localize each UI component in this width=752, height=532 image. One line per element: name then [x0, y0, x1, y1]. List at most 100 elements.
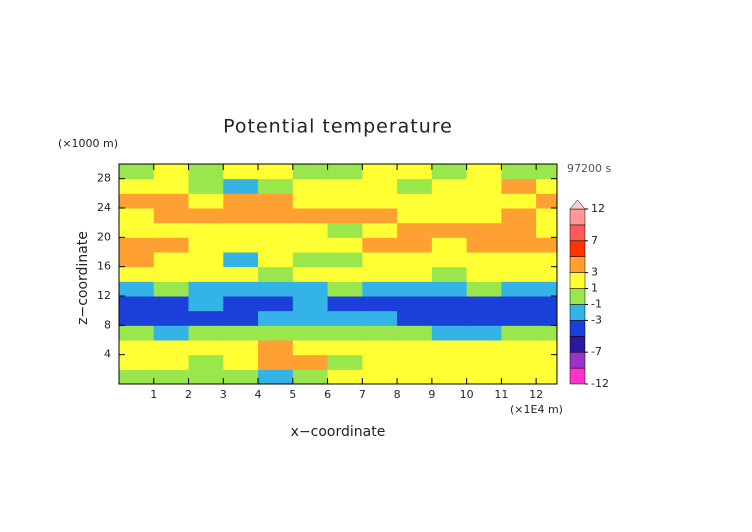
- cell: [536, 310, 557, 326]
- cell: [258, 193, 294, 209]
- x-tick-label: 11: [494, 388, 508, 401]
- cell: [536, 325, 557, 341]
- cell: [501, 281, 537, 297]
- cell: [362, 266, 398, 282]
- cell: [153, 296, 190, 312]
- colorbar-box: [569, 320, 586, 337]
- cell: [223, 208, 259, 224]
- cell: [258, 296, 294, 312]
- cell: [223, 369, 259, 384]
- cell: [501, 354, 537, 370]
- cell: [362, 310, 398, 326]
- cell: [188, 237, 224, 253]
- cell: [292, 193, 329, 209]
- x-tick-label: 1: [150, 388, 157, 401]
- cell: [223, 296, 259, 312]
- cell: [431, 281, 468, 297]
- cell: [327, 369, 363, 384]
- cell: [536, 252, 557, 268]
- cell: [536, 193, 557, 209]
- cell: [119, 178, 155, 194]
- cell: [153, 222, 190, 238]
- cell: [327, 325, 363, 341]
- cell: [501, 164, 537, 180]
- cell: [153, 340, 190, 356]
- cell: [292, 178, 329, 194]
- cell: [188, 325, 224, 341]
- cell: [119, 193, 155, 209]
- x-tick-label: 2: [185, 388, 192, 401]
- cell: [362, 369, 398, 384]
- cell: [431, 354, 468, 370]
- cell: [431, 164, 468, 180]
- cell: [536, 369, 557, 384]
- cell: [223, 252, 259, 268]
- cell: [536, 340, 557, 356]
- cell: [536, 237, 557, 253]
- x-tick-label: 12: [529, 388, 543, 401]
- y-unit: (×1000 m): [58, 137, 118, 150]
- cell: [258, 222, 294, 238]
- colorbar-box: [569, 288, 586, 305]
- cell: [466, 237, 502, 253]
- cell: [188, 340, 224, 356]
- cell: [362, 325, 398, 341]
- colorbar-label: 1: [591, 282, 598, 295]
- cell: [223, 237, 259, 253]
- x-tick-label: 4: [255, 388, 262, 401]
- cell: [327, 178, 363, 194]
- colorbar-label: 3: [591, 266, 598, 279]
- cell: [292, 208, 329, 224]
- cell: [362, 252, 398, 268]
- cell: [466, 325, 502, 341]
- y-tick-label: 20: [97, 230, 111, 243]
- cell: [119, 208, 155, 224]
- x-tick-label: 10: [460, 388, 474, 401]
- colorbar-label: -3: [591, 313, 602, 326]
- cell: [362, 354, 398, 370]
- cell: [397, 281, 433, 297]
- cell: [362, 178, 398, 194]
- cell: [397, 178, 433, 194]
- cell: [362, 193, 398, 209]
- colorbar-box: [569, 336, 586, 353]
- x-tick-label: 8: [394, 388, 401, 401]
- cell: [188, 252, 224, 268]
- colorbar-label: 12: [591, 202, 605, 215]
- cell: [536, 266, 557, 282]
- cell: [536, 164, 557, 180]
- cell: [292, 266, 329, 282]
- cell: [501, 266, 537, 282]
- colorbar-label: 7: [591, 234, 598, 247]
- colorbar-over: [569, 199, 586, 210]
- cell: [536, 296, 557, 312]
- cell: [292, 340, 329, 356]
- cell: [223, 281, 259, 297]
- y-tick-label: 4: [104, 348, 111, 361]
- colorbar-box: [569, 224, 586, 242]
- cell: [119, 325, 155, 341]
- cell: [258, 252, 294, 268]
- y-tick-label: 24: [97, 201, 111, 214]
- y-tick-label: 28: [97, 172, 111, 185]
- x-unit: (×1E4 m): [510, 403, 563, 416]
- cell: [292, 164, 329, 180]
- cell: [223, 325, 259, 341]
- cell: [501, 252, 537, 268]
- cell: [153, 310, 190, 326]
- cell: [223, 310, 259, 326]
- cell: [431, 369, 468, 384]
- cell: [362, 296, 398, 312]
- cell: [292, 369, 329, 384]
- cell: [501, 222, 537, 238]
- colorbar-box: [569, 367, 586, 385]
- cell: [258, 354, 294, 370]
- cell: [188, 208, 224, 224]
- cell: [258, 281, 294, 297]
- cell: [431, 310, 468, 326]
- cell: [119, 266, 155, 282]
- colorbar-label: -7: [591, 345, 602, 358]
- cell: [362, 222, 398, 238]
- field: [119, 164, 557, 384]
